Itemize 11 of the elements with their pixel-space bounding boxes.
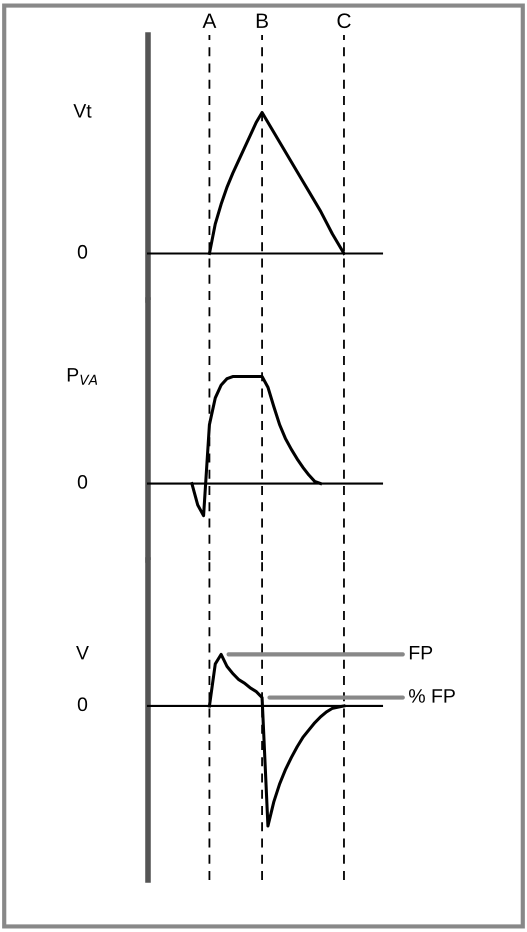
text: 0	[78, 697, 88, 712]
x-tick-label: A	[202, 14, 216, 28]
text: 0	[78, 244, 88, 259]
y-axis-title: V	[76, 646, 89, 660]
y-axis-title: Vt	[73, 104, 92, 118]
x-tick-label: B	[256, 14, 268, 28]
text: FP	[410, 646, 432, 660]
x-tick-label: C	[338, 13, 351, 28]
text: % FP	[409, 689, 455, 703]
y-axis-title: P$_{VA}$	[68, 368, 98, 385]
text: 0	[78, 475, 88, 489]
